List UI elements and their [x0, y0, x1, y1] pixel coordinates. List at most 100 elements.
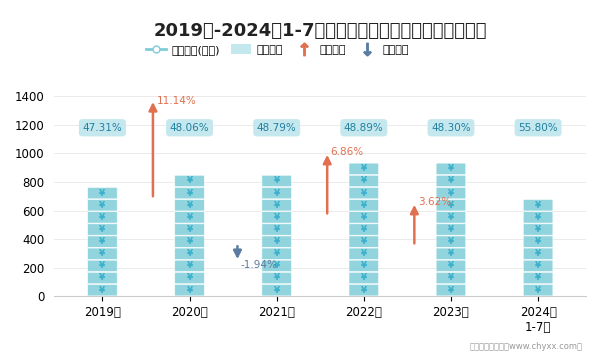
Text: ¥: ¥: [361, 177, 367, 185]
FancyBboxPatch shape: [523, 248, 553, 260]
FancyBboxPatch shape: [175, 224, 204, 235]
Text: ¥: ¥: [273, 201, 279, 210]
FancyBboxPatch shape: [262, 284, 291, 296]
Text: 11.14%: 11.14%: [156, 96, 196, 106]
FancyBboxPatch shape: [349, 175, 379, 187]
Legend: 累计保费(亿元), 寿险占比, 同比增加, 同比减少: 累计保费(亿元), 寿险占比, 同比增加, 同比减少: [141, 40, 414, 59]
Text: ¥: ¥: [99, 249, 105, 258]
FancyBboxPatch shape: [436, 187, 466, 199]
FancyBboxPatch shape: [175, 248, 204, 260]
FancyBboxPatch shape: [523, 212, 553, 223]
Text: 6.86%: 6.86%: [331, 147, 364, 157]
FancyBboxPatch shape: [523, 272, 553, 284]
Text: ¥: ¥: [99, 273, 105, 282]
FancyBboxPatch shape: [88, 224, 117, 235]
Text: ¥: ¥: [99, 189, 105, 198]
Text: ¥: ¥: [361, 189, 367, 198]
FancyBboxPatch shape: [523, 199, 553, 211]
Text: ¥: ¥: [99, 201, 105, 210]
FancyBboxPatch shape: [349, 212, 379, 223]
FancyBboxPatch shape: [88, 284, 117, 296]
Text: ¥: ¥: [535, 261, 541, 270]
FancyBboxPatch shape: [262, 199, 291, 211]
FancyBboxPatch shape: [88, 199, 117, 211]
Text: ¥: ¥: [535, 249, 541, 258]
FancyBboxPatch shape: [262, 248, 291, 260]
FancyBboxPatch shape: [349, 248, 379, 260]
FancyBboxPatch shape: [262, 236, 291, 247]
FancyBboxPatch shape: [436, 236, 466, 247]
FancyBboxPatch shape: [349, 236, 379, 247]
FancyBboxPatch shape: [175, 212, 204, 223]
Text: ¥: ¥: [186, 261, 192, 270]
FancyBboxPatch shape: [349, 187, 379, 199]
Text: ¥: ¥: [186, 249, 192, 258]
Text: ¥: ¥: [99, 286, 105, 295]
FancyBboxPatch shape: [349, 272, 379, 284]
Text: ¥: ¥: [273, 249, 279, 258]
Text: ¥: ¥: [186, 201, 192, 210]
FancyBboxPatch shape: [88, 260, 117, 272]
Text: ¥: ¥: [186, 225, 192, 234]
Text: 48.79%: 48.79%: [257, 123, 296, 133]
Text: 47.31%: 47.31%: [82, 123, 122, 133]
FancyBboxPatch shape: [436, 272, 466, 284]
FancyBboxPatch shape: [262, 187, 291, 199]
Text: ¥: ¥: [273, 237, 279, 246]
Text: ¥: ¥: [448, 237, 454, 246]
Text: ¥: ¥: [273, 261, 279, 270]
Text: ¥: ¥: [99, 225, 105, 234]
Text: ¥: ¥: [448, 273, 454, 282]
Text: ¥: ¥: [448, 261, 454, 270]
Text: ¥: ¥: [186, 189, 192, 198]
Text: ¥: ¥: [448, 164, 454, 173]
Text: ¥: ¥: [448, 201, 454, 210]
FancyBboxPatch shape: [262, 272, 291, 284]
FancyBboxPatch shape: [262, 212, 291, 223]
FancyBboxPatch shape: [349, 260, 379, 272]
Text: 48.30%: 48.30%: [431, 123, 471, 133]
FancyBboxPatch shape: [262, 260, 291, 272]
Text: 55.80%: 55.80%: [518, 123, 558, 133]
Text: ¥: ¥: [273, 213, 279, 222]
Text: ¥: ¥: [535, 225, 541, 234]
FancyBboxPatch shape: [436, 163, 466, 174]
FancyBboxPatch shape: [523, 260, 553, 272]
FancyBboxPatch shape: [523, 224, 553, 235]
Text: ¥: ¥: [273, 273, 279, 282]
FancyBboxPatch shape: [175, 175, 204, 187]
Text: ¥: ¥: [535, 237, 541, 246]
FancyBboxPatch shape: [88, 236, 117, 247]
Text: ¥: ¥: [361, 213, 367, 222]
Text: ¥: ¥: [535, 201, 541, 210]
FancyBboxPatch shape: [175, 187, 204, 199]
FancyBboxPatch shape: [436, 224, 466, 235]
FancyBboxPatch shape: [349, 224, 379, 235]
Text: ¥: ¥: [361, 201, 367, 210]
Text: ¥: ¥: [361, 273, 367, 282]
FancyBboxPatch shape: [349, 163, 379, 174]
FancyBboxPatch shape: [88, 187, 117, 199]
FancyBboxPatch shape: [88, 212, 117, 223]
Text: ¥: ¥: [186, 177, 192, 185]
Text: 制图：智研咨询（www.chyxx.com）: 制图：智研咨询（www.chyxx.com）: [470, 342, 583, 351]
FancyBboxPatch shape: [175, 272, 204, 284]
Text: ¥: ¥: [273, 189, 279, 198]
Text: ¥: ¥: [535, 286, 541, 295]
Text: ¥: ¥: [448, 286, 454, 295]
Text: ¥: ¥: [448, 177, 454, 185]
Text: ¥: ¥: [186, 273, 192, 282]
FancyBboxPatch shape: [436, 248, 466, 260]
Text: ¥: ¥: [99, 261, 105, 270]
Text: ¥: ¥: [448, 249, 454, 258]
FancyBboxPatch shape: [262, 175, 291, 187]
FancyBboxPatch shape: [436, 199, 466, 211]
FancyBboxPatch shape: [175, 260, 204, 272]
Text: ¥: ¥: [361, 164, 367, 173]
Text: ¥: ¥: [99, 213, 105, 222]
Text: ¥: ¥: [186, 213, 192, 222]
Text: ¥: ¥: [535, 213, 541, 222]
Text: ¥: ¥: [535, 273, 541, 282]
Text: 48.06%: 48.06%: [169, 123, 209, 133]
FancyBboxPatch shape: [436, 260, 466, 272]
